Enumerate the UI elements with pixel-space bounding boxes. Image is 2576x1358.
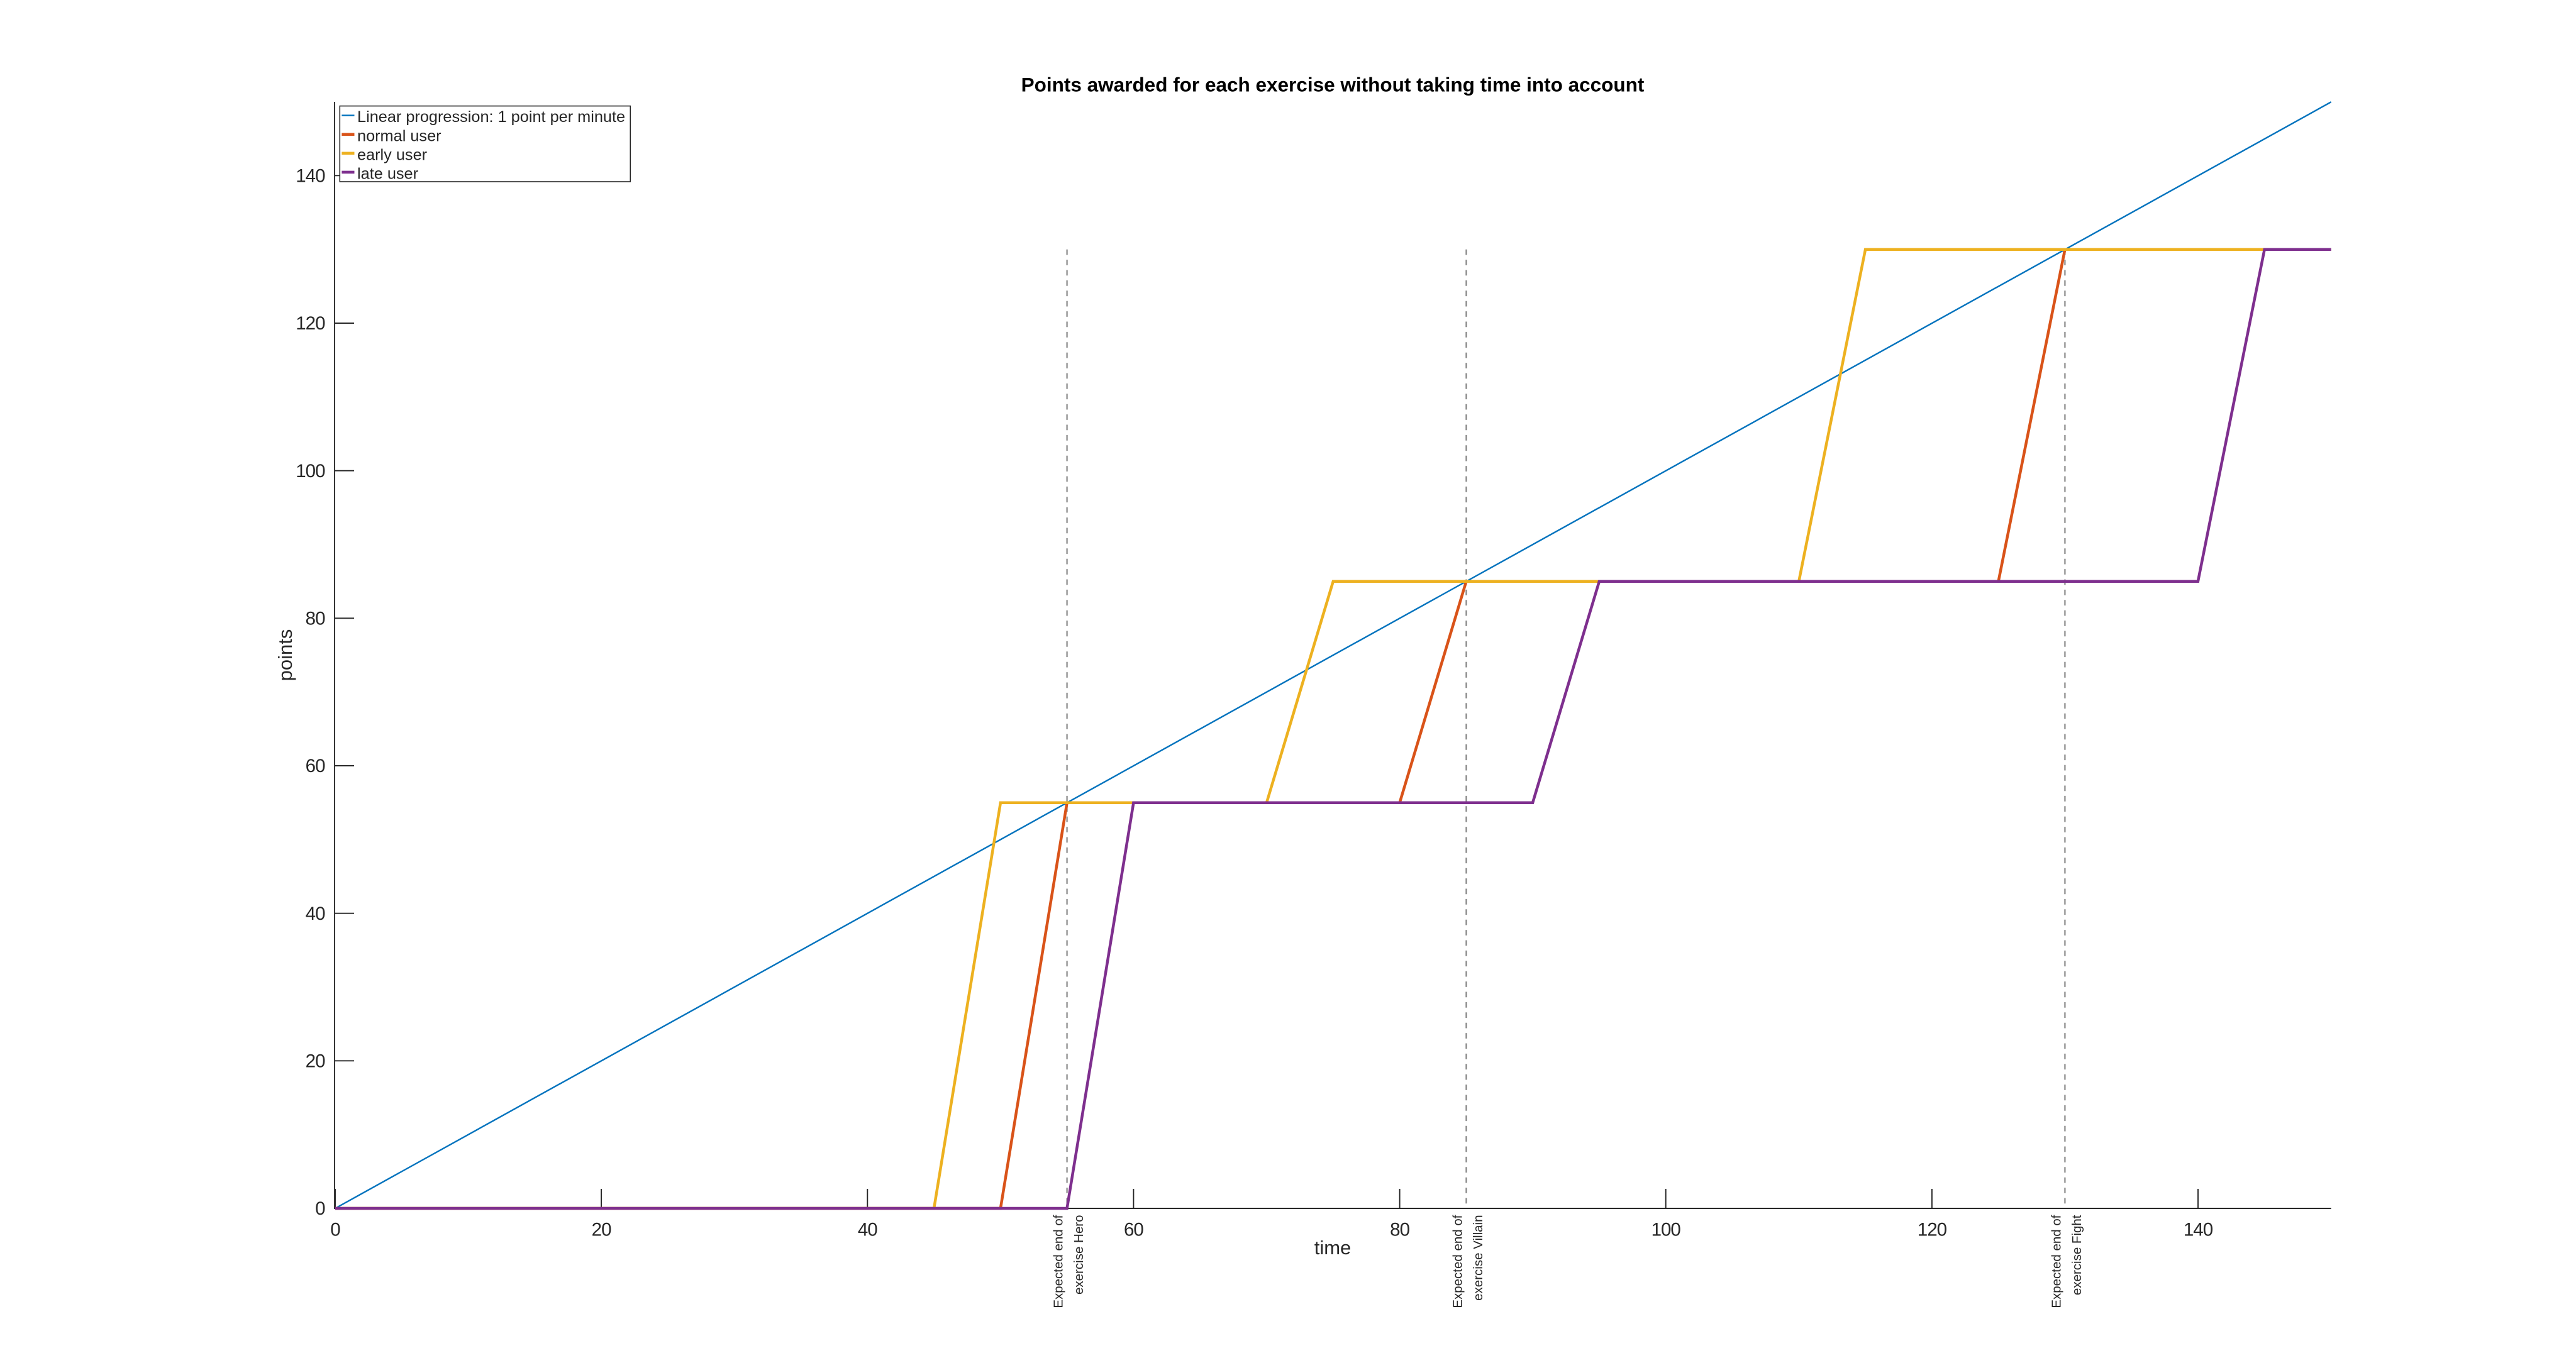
- svg-text:early user: early user: [357, 146, 427, 163]
- svg-text:20: 20: [592, 1220, 611, 1240]
- svg-text:normal user: normal user: [357, 127, 441, 145]
- svg-text:exercise Fight: exercise Fight: [2070, 1215, 2084, 1295]
- svg-text:time: time: [1314, 1237, 1352, 1259]
- svg-text:0: 0: [315, 1198, 325, 1219]
- svg-text:140: 140: [2184, 1220, 2213, 1240]
- svg-text:20: 20: [306, 1051, 325, 1072]
- svg-text:140: 140: [296, 166, 325, 187]
- svg-text:late user: late user: [357, 165, 418, 183]
- svg-text:100: 100: [1652, 1220, 1681, 1240]
- svg-text:40: 40: [306, 903, 325, 924]
- svg-text:60: 60: [306, 756, 325, 776]
- svg-text:Linear progression: 1 point pe: Linear progression: 1 point per minute: [357, 108, 625, 126]
- svg-text:80: 80: [306, 609, 325, 629]
- svg-text:80: 80: [1390, 1220, 1409, 1240]
- svg-text:Expected end of: Expected end of: [1450, 1215, 1465, 1308]
- svg-text:Expected end of: Expected end of: [2049, 1215, 2063, 1308]
- svg-text:100: 100: [296, 461, 325, 482]
- svg-text:0: 0: [330, 1220, 340, 1240]
- svg-text:120: 120: [1918, 1220, 1947, 1240]
- svg-text:40: 40: [858, 1220, 877, 1240]
- svg-text:exercise Villain: exercise Villain: [1471, 1215, 1485, 1301]
- svg-text:60: 60: [1124, 1220, 1143, 1240]
- svg-text:points: points: [274, 629, 296, 682]
- svg-text:Points awarded for each exerci: Points awarded for each exercise without…: [1021, 74, 1645, 96]
- svg-text:exercise Hero: exercise Hero: [1072, 1215, 1086, 1295]
- svg-text:Expected end of: Expected end of: [1052, 1215, 1066, 1308]
- svg-text:120: 120: [296, 313, 325, 334]
